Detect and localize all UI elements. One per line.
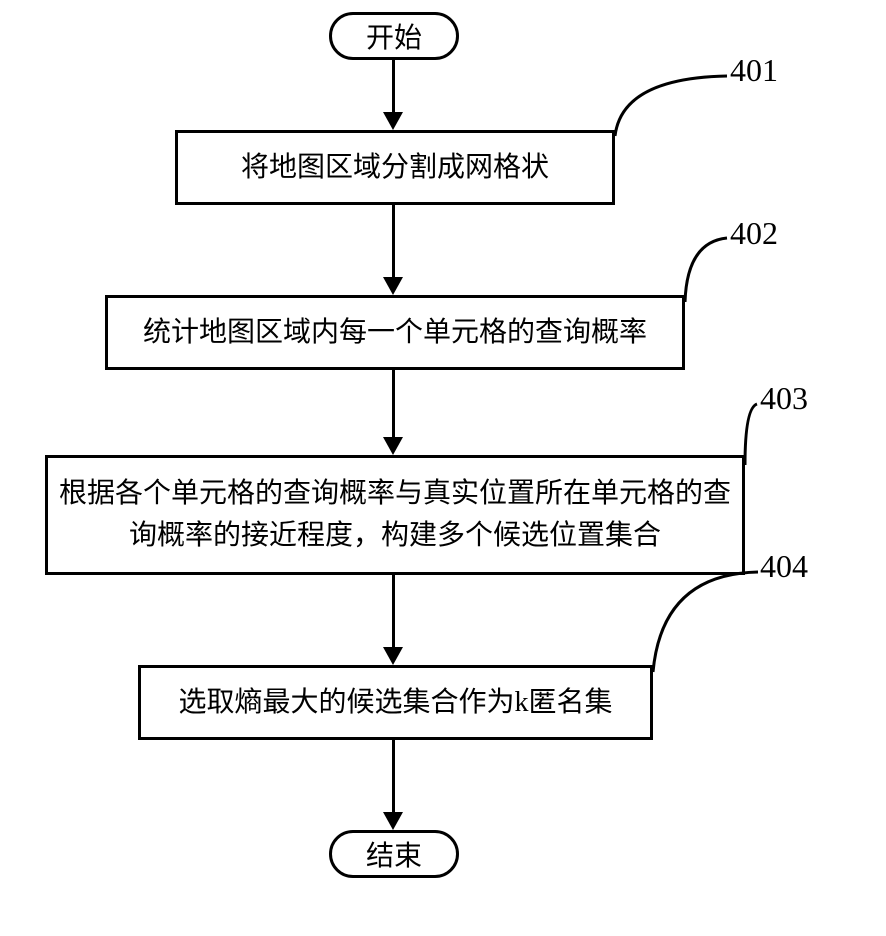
arrow-5-line: [392, 740, 395, 815]
step4-node: 选取熵最大的候选集合作为k匿名集: [138, 665, 653, 740]
arrow-2-line: [392, 205, 395, 280]
callout-2: [682, 230, 732, 308]
step2-text: 统计地图区域内每一个单元格的查询概率: [143, 312, 647, 354]
start-text: 开始: [366, 16, 422, 56]
arrow-1-head: [383, 112, 403, 130]
callout-1: [612, 68, 732, 143]
end-node: 结束: [329, 830, 459, 878]
arrow-3-head: [383, 437, 403, 455]
callout-3: [742, 396, 762, 471]
step2-node: 统计地图区域内每一个单元格的查询概率: [105, 295, 685, 370]
step1-text: 将地图区域分割成网格状: [241, 147, 549, 189]
start-node: 开始: [329, 12, 459, 60]
callout-4: [650, 562, 762, 678]
step4-text: 选取熵最大的候选集合作为k匿名集: [178, 682, 612, 724]
arrow-4-head: [383, 647, 403, 665]
step3-node: 根据各个单元格的查询概率与真实位置所在单元格的查询概率的接近程度，构建多个候选位…: [45, 455, 745, 575]
label-401: 401: [730, 52, 778, 89]
step1-node: 将地图区域分割成网格状: [175, 130, 615, 205]
arrow-4-line: [392, 575, 395, 650]
step3-text: 根据各个单元格的查询概率与真实位置所在单元格的查询概率的接近程度，构建多个候选位…: [58, 473, 732, 557]
flowchart-container: 开始 将地图区域分割成网格状 401 统计地图区域内每一个单元格的查询概率 40…: [0, 0, 886, 936]
end-text: 结束: [366, 834, 422, 874]
arrow-3-line: [392, 370, 395, 440]
arrow-2-head: [383, 277, 403, 295]
label-402: 402: [730, 215, 778, 252]
label-404: 404: [760, 548, 808, 585]
label-403: 403: [760, 380, 808, 417]
arrow-5-head: [383, 812, 403, 830]
arrow-1-line: [392, 60, 395, 115]
